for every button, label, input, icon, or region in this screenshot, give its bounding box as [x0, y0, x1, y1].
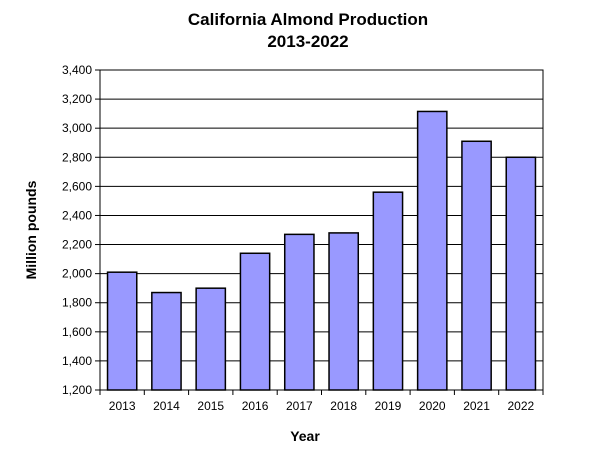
y-tick-label: 1,600: [62, 325, 92, 339]
x-tick-label-2020: 2020: [419, 399, 446, 413]
x-tick-label-2018: 2018: [330, 399, 357, 413]
x-tick-label-2013: 2013: [109, 399, 136, 413]
x-tick-label-2019: 2019: [375, 399, 402, 413]
y-tick-label: 1,400: [62, 354, 92, 368]
bar-2013: [106, 271, 138, 391]
bars: [106, 110, 537, 391]
y-tick-label: 2,400: [62, 208, 92, 222]
x-tick-label-2021: 2021: [463, 399, 490, 413]
x-axis-label: Year: [290, 428, 320, 444]
x-tick-label-2016: 2016: [242, 399, 269, 413]
bar-2019: [372, 191, 404, 391]
y-tick-label: 2,200: [62, 238, 92, 252]
y-tick-label: 1,200: [62, 383, 92, 397]
x-tick-label-2014: 2014: [153, 399, 180, 413]
y-tick-label: 2,000: [62, 267, 92, 281]
chart-title-line-2: 2013-2022: [267, 32, 348, 51]
x-tick-labels: 2013 2014 2015 2016 2017 2018 2019 2020 2021 2022: [99, 390, 544, 413]
bar-2016: [239, 252, 271, 391]
bar-2022: [505, 156, 537, 391]
x-tick-label-2022: 2022: [507, 399, 534, 413]
bar-2015: [195, 287, 227, 391]
bar-2017: [283, 233, 315, 391]
y-tick-label: 3,400: [62, 63, 92, 77]
y-tick-label: 2,600: [62, 179, 92, 193]
y-axis-label: Million pounds: [23, 180, 39, 279]
bar-2014: [151, 291, 182, 391]
bar-2021: [461, 140, 492, 391]
y-tick-label: 1,800: [62, 296, 92, 310]
y-tick-labels: 1,200 1,400 1,600 1,800 2,000 2,200 2,400 2,600…: [62, 63, 92, 397]
y-tick-label: 2,800: [62, 150, 92, 164]
x-tick-label-2015: 2015: [197, 399, 224, 413]
bar-2020: [416, 110, 448, 391]
chart-title-line-1: California Almond Production: [188, 10, 428, 29]
x-tick-label-2017: 2017: [286, 399, 313, 413]
y-tick-label: 3,200: [62, 92, 92, 106]
bar-2018: [328, 232, 360, 391]
y-tick-label: 3,000: [62, 121, 92, 135]
